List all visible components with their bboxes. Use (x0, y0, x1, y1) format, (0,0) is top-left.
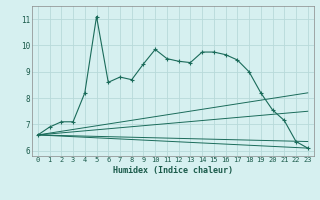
X-axis label: Humidex (Indice chaleur): Humidex (Indice chaleur) (113, 166, 233, 175)
